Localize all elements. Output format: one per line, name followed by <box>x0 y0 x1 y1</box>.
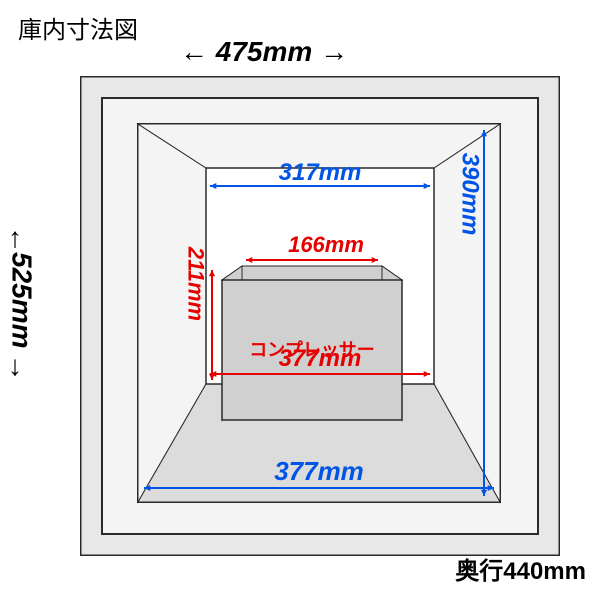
left-height-label: ↑ 525mm ↓ <box>8 225 35 379</box>
dimension-drawing: 317mm390mm377mm377mm166mm211mmコンプレッサー <box>80 76 560 556</box>
top-width-label: ← 475mm → <box>180 36 348 68</box>
svg-text:166mm: 166mm <box>288 232 364 257</box>
svg-text:211mm: 211mm <box>184 246 209 321</box>
svg-text:390mm: 390mm <box>457 153 484 236</box>
depth-label: 奥行440mm <box>455 551 586 586</box>
svg-text:コンプレッサー: コンプレッサー <box>249 339 374 360</box>
svg-text:317mm: 317mm <box>279 159 362 186</box>
diagram-title: 庫内寸法図 <box>18 10 138 45</box>
svg-text:377mm: 377mm <box>274 456 364 486</box>
